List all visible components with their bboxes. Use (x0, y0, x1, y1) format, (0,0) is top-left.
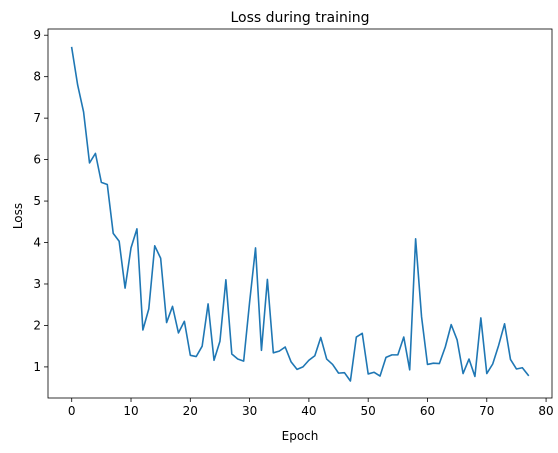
x-tick-label: 30 (242, 404, 257, 418)
y-tick-label: 1 (33, 360, 41, 374)
x-tick-label: 50 (361, 404, 376, 418)
chart-title: Loss during training (230, 10, 369, 26)
x-axis-label: Epoch (282, 429, 319, 443)
y-tick-label: 9 (33, 28, 41, 42)
y-tick-label: 4 (33, 236, 41, 250)
y-axis-label: Loss (11, 203, 25, 229)
x-tick-label: 60 (420, 404, 435, 418)
x-tick-label: 40 (301, 404, 316, 418)
x-tick-label: 10 (123, 404, 138, 418)
x-tick-label: 80 (538, 404, 553, 418)
plot-area (47, 28, 553, 399)
plot-frame (47, 28, 553, 399)
y-axis-ticks: 1 2 3 4 5 6 7 8 9 (33, 28, 48, 374)
y-tick-label: 2 (33, 318, 41, 332)
x-tick-label: 0 (68, 404, 76, 418)
y-tick-label: 5 (33, 194, 41, 208)
y-tick-label: 6 (33, 153, 41, 167)
y-tick-label: 3 (33, 277, 41, 291)
x-axis-ticks: 0 10 20 30 40 50 60 70 80 (68, 398, 554, 418)
x-tick-label: 20 (183, 404, 198, 418)
y-tick-label: 7 (33, 111, 41, 125)
y-tick-label: 8 (33, 70, 41, 84)
loss-series-line (70, 46, 530, 382)
x-tick-label: 70 (479, 404, 494, 418)
